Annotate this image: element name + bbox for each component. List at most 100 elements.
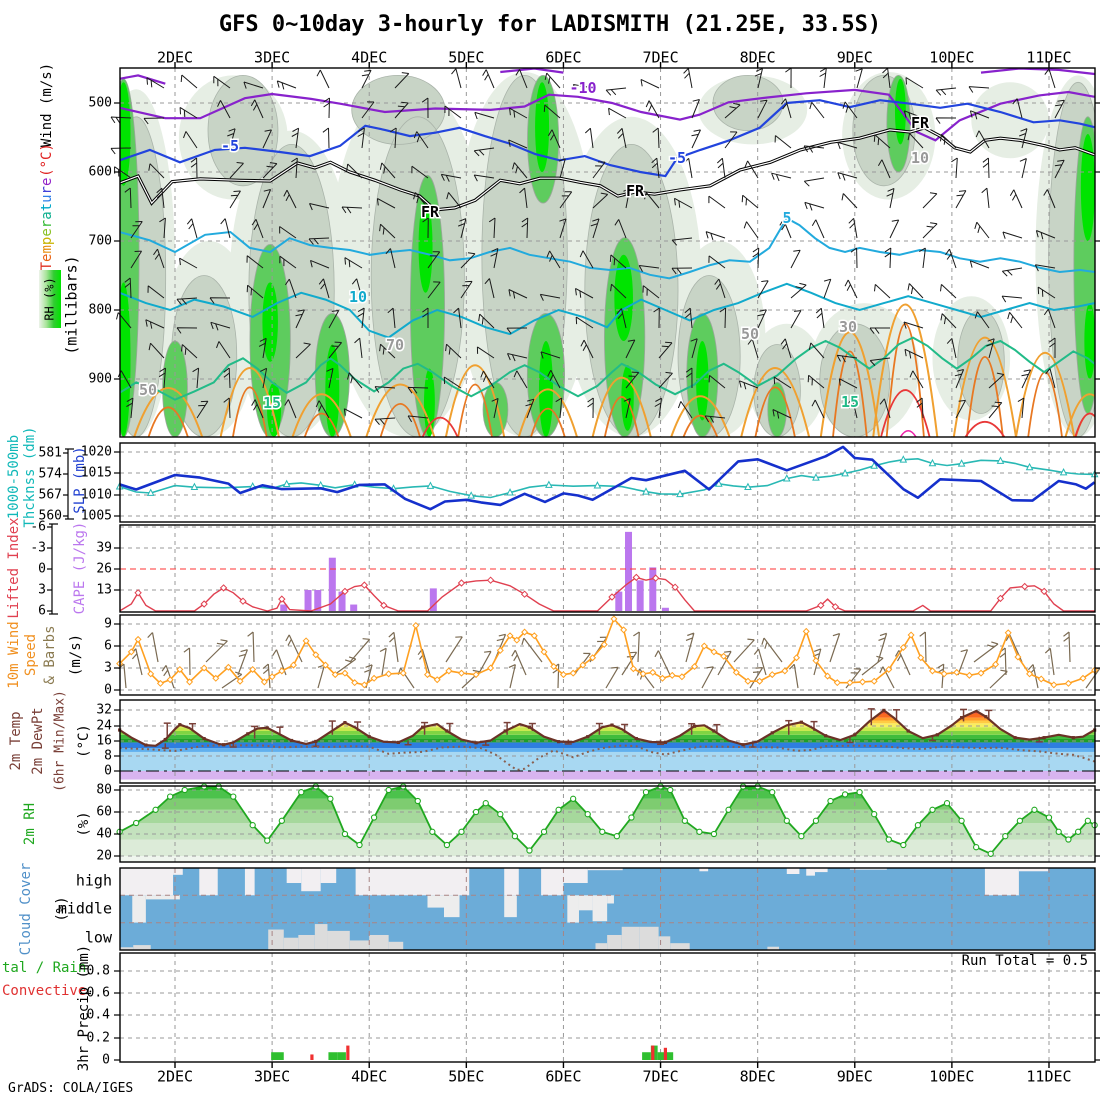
date-label-bottom: 2DEC	[156, 1067, 194, 1086]
slp-tick: 1020	[80, 444, 112, 460]
rh-legend-swatch: RH (%)	[39, 270, 61, 328]
svg-text:FR: FR	[911, 114, 930, 132]
axis-2m-dewpt-label: 2m DewPt	[30, 707, 46, 775]
svg-text:-5: -5	[221, 137, 239, 155]
pressure-tick: 800	[88, 302, 112, 318]
svg-text:70: 70	[386, 336, 404, 354]
thickness-tick: 574	[38, 466, 62, 482]
axis-ms-label: (m/s)	[68, 633, 84, 677]
date-label-top: 7DEC	[642, 48, 679, 67]
axis-lifted-index-label: Lifted Index	[6, 517, 22, 619]
wind-speed-tick: 3	[104, 660, 112, 676]
temp-tick: 24	[96, 718, 112, 734]
precip-tick: 0.8	[86, 963, 110, 979]
precip-convective-label: Convective	[2, 983, 87, 999]
axis-thickness-label-1: 1000-500mb	[6, 434, 22, 520]
precip-tick: 0.2	[86, 1030, 110, 1046]
svg-text:15: 15	[841, 393, 859, 411]
svg-text:-5: -5	[668, 149, 686, 167]
date-label-bottom: 5DEC	[448, 1067, 485, 1086]
wind-speed-tick: 9	[104, 616, 112, 632]
wind-speed-tick: 0	[104, 682, 112, 698]
lifted-index-tick: 0	[38, 561, 46, 577]
svg-text:FR: FR	[421, 203, 440, 221]
pressure-tick: 600	[88, 164, 112, 180]
axis-barbs-label: & Barbs	[42, 625, 58, 685]
axis-thickness-label-2: Thcknss (dm)	[22, 426, 38, 528]
rh-tick: 80	[96, 782, 112, 798]
date-label-bottom: 6DEC	[545, 1067, 582, 1086]
date-label-bottom: 11DEC	[1026, 1067, 1072, 1086]
lifted-index-tick: -6	[30, 519, 46, 535]
thickness-tick: 567	[38, 487, 62, 503]
rh-tick: 60	[96, 804, 112, 820]
cloud-row-low: low	[84, 928, 112, 947]
date-label-top: 9DEC	[836, 48, 873, 67]
svg-text:-10: -10	[569, 79, 596, 97]
date-label-bottom: 7DEC	[642, 1067, 679, 1086]
rh-tick: 40	[96, 826, 112, 842]
date-label-top: 2DEC	[156, 48, 194, 67]
axis-minmax-label: (6hr Min/Max)	[52, 690, 68, 792]
axis-speed-label: Speed	[23, 633, 39, 677]
svg-text:30: 30	[839, 318, 857, 336]
date-label-top: 5DEC	[448, 48, 485, 67]
lifted-index-tick: 3	[38, 582, 46, 598]
precip-tick: 0.6	[86, 985, 110, 1001]
axis-rh-pct-label: (%)	[76, 811, 92, 837]
run-total: Run Total = 0.5	[961, 953, 1088, 969]
temp-tick: 32	[96, 702, 112, 718]
axis-cape-label: CAPE (J/kg)	[72, 521, 88, 615]
axis-10m-wind-label: 10m Wind	[6, 621, 22, 689]
date-label-top: 8DEC	[739, 48, 776, 67]
svg-text:50: 50	[139, 381, 157, 399]
svg-text:FR: FR	[626, 182, 645, 200]
chart-title: GFS 0~10day 3-hourly for LADISMITH (21.2…	[218, 12, 882, 37]
axis-degc-label: (°C)	[76, 724, 92, 758]
date-label-top: 10DEC	[929, 48, 975, 67]
precip-total-rain-label: tal / Rain	[2, 960, 87, 976]
rh-tick: 20	[96, 848, 112, 864]
date-label-bottom: 8DEC	[739, 1067, 776, 1086]
axis-temperature-label: Temperature	[39, 177, 55, 271]
slp-tick: 1015	[80, 465, 112, 481]
lifted-index-tick: -3	[30, 540, 46, 556]
axis-2m-temp-label: 2m Temp	[8, 711, 24, 771]
pressure-tick: 900	[88, 371, 112, 387]
svg-text:10: 10	[349, 288, 367, 306]
pressure-tick: 700	[88, 233, 112, 249]
cape-tick: 13	[96, 582, 112, 598]
cloud-row-middle: middle	[57, 899, 112, 918]
slp-tick: 1005	[80, 508, 112, 524]
date-label-top: 3DEC	[254, 48, 291, 67]
thickness-tick: 560	[38, 508, 62, 524]
cape-tick: 39	[96, 540, 112, 556]
precip-tick: 0.4	[86, 1007, 110, 1023]
axis-millibars-label: (millibars)	[62, 255, 81, 355]
slp-tick: 1010	[80, 487, 112, 503]
svg-text:10: 10	[911, 149, 929, 167]
date-label-bottom: 9DEC	[836, 1067, 873, 1086]
svg-text:5: 5	[782, 209, 791, 227]
axis-wind-label: Wind (m/s)	[39, 62, 55, 148]
temp-tick: 16	[96, 733, 112, 749]
cloud-row-high: high	[75, 871, 112, 890]
temp-tick: 8	[104, 748, 112, 764]
svg-text:15: 15	[263, 394, 281, 412]
precip-tick: 0	[102, 1052, 110, 1068]
grads-credit: GrADS: COLA/IGES	[8, 1081, 134, 1096]
temp-tick: 0	[104, 763, 112, 779]
axis-cloud-cover-label: Cloud Cover	[18, 862, 34, 956]
date-label-bottom: 4DEC	[351, 1067, 388, 1086]
axis-2m-rh-label: 2m RH	[22, 802, 38, 846]
date-label-bottom: 10DEC	[929, 1067, 975, 1086]
lifted-index-tick: 6	[38, 603, 46, 619]
wind-speed-tick: 6	[104, 638, 112, 654]
date-label-top: 4DEC	[351, 48, 388, 67]
date-label-top: 6DEC	[545, 48, 582, 67]
svg-text:50: 50	[741, 325, 759, 343]
date-label-top: 11DEC	[1026, 48, 1072, 67]
thickness-tick: 581	[38, 445, 62, 461]
